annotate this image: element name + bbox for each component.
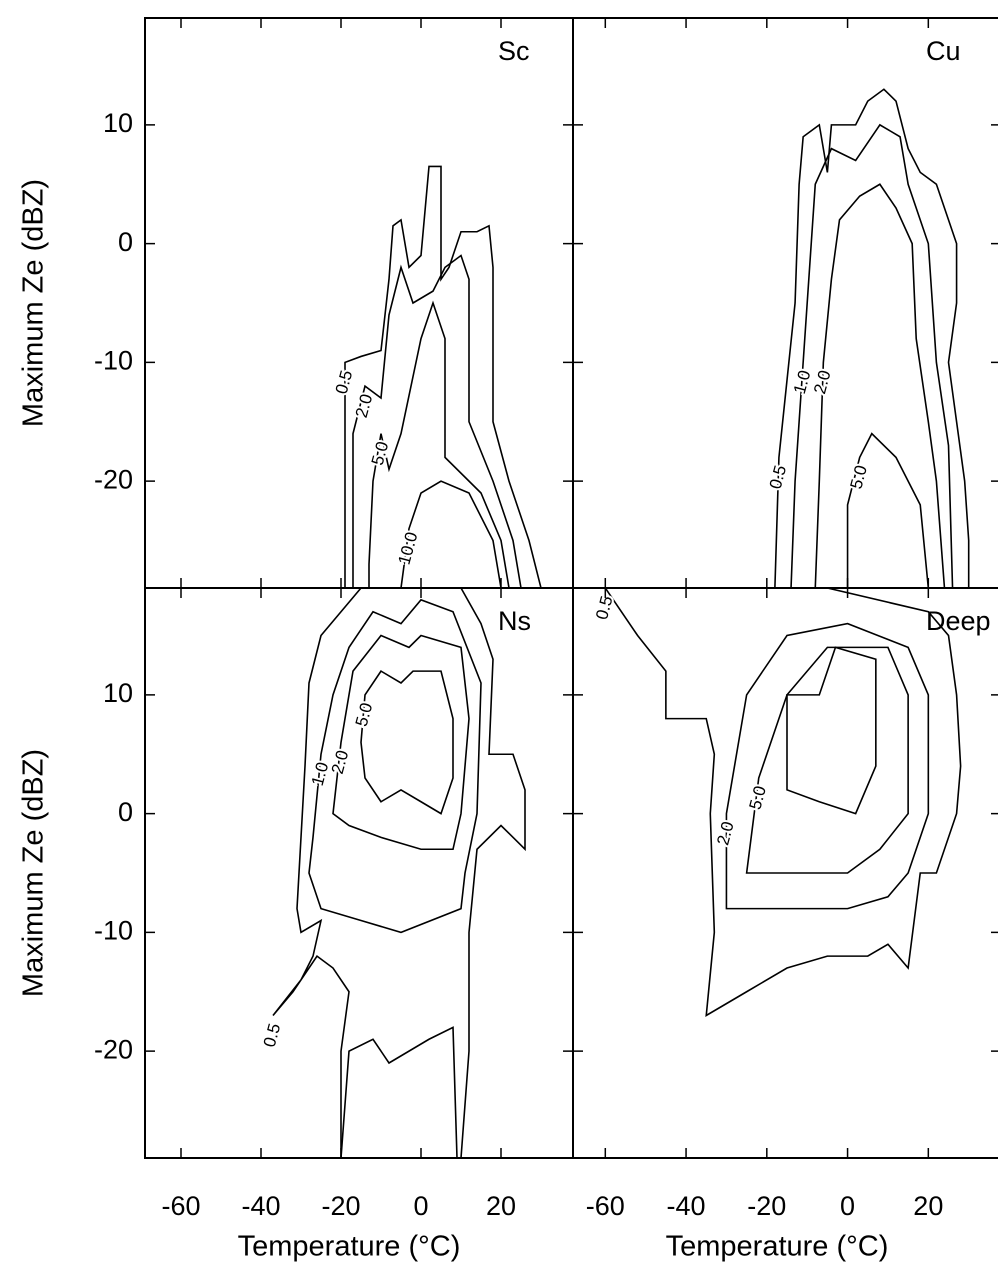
contour-line [846,432,930,588]
x-tick-label: 0 [413,1191,428,1221]
x-tick-label: 0 [840,1191,855,1221]
y-tick-label: -10 [94,346,133,376]
contour-line [774,88,970,588]
contour-label: 2.0 [713,819,737,847]
plot-area: 0.5 2.0 5.0 [590,588,962,1017]
x-tick-label: 20 [913,1191,943,1221]
panel-label: Ns [498,606,531,636]
contour-label: 0.5 [332,368,356,396]
x-tick-label: -40 [667,1191,706,1221]
contour-line [352,254,522,588]
contour-line [368,300,510,588]
y-tick-label: -20 [94,1034,133,1064]
contour-label: 10.0 [395,530,422,567]
y-axis-label: Maximum Ze (dBZ) [18,179,50,427]
panel-label: Deep [926,606,991,636]
y-tick-label: 10 [103,678,133,708]
plot-area: 0.5 1.02.05.0 [258,588,526,1158]
panel-label: Sc [498,36,530,66]
x-tick-label: -60 [161,1191,200,1221]
x-axis-label: Temperature (°C) [238,1231,461,1263]
panel-frame [144,587,574,1159]
x-tick-label: 20 [486,1191,516,1221]
contour-line [814,183,946,588]
contour-line [725,622,930,910]
contour-line [360,670,454,815]
contour-line [332,634,470,851]
contour-line [344,165,542,588]
contour-line [340,1026,458,1158]
contour-line [790,123,954,588]
contour-label: 2.0 [352,392,376,420]
contour-line [400,480,502,588]
contour-line [272,588,526,1158]
contour-label: 0.5 [592,594,616,622]
contour-line [745,646,909,874]
panel: 0.5 1.02.05.0 -60 -40 -20 0 20 -20 -10 0 10 Ns Maxim… [18,587,574,1263]
panel: 0.52.0 5.0 10.0 -20 -10 0 10 Sc Maximum Ze (dBZ) [18,17,574,589]
contour-label: 0.5 [766,463,790,491]
x-tick-label: -20 [747,1191,786,1221]
x-axis-label: Temperature (°C) [666,1231,889,1263]
contour-label: 0.5 [260,1021,284,1049]
contour-label: 2.0 [328,748,352,776]
x-tick-label: -20 [321,1191,360,1221]
y-tick-label: 0 [118,797,133,827]
contour-label: 5.0 [368,439,392,467]
panel-frame [572,17,998,589]
panel-frame [144,17,574,589]
contour-label: 5.0 [352,701,376,729]
plot-area: 0.52.0 5.0 10.0 [330,165,542,588]
panel: 0.51.02.05.0Cu [572,17,998,589]
contour-label: 5.0 [846,463,870,491]
y-tick-label: -10 [94,916,133,946]
contour-label: 2.0 [810,368,834,396]
contour-line [604,588,962,1017]
y-tick-label: 10 [103,108,133,138]
panel-frame [572,587,998,1159]
contour-label: 1.0 [308,760,332,788]
y-tick-label: -20 [94,464,133,494]
y-tick-label: 0 [118,227,133,257]
y-axis-label: Maximum Ze (dBZ) [18,749,50,997]
panel: 0.5 2.0 5.0 -60 -40 -20 0 20 Deep Temperature (°C… [572,587,998,1263]
contour-line [308,598,482,934]
x-tick-label: -60 [586,1191,625,1221]
contour-line [786,646,877,815]
contour-label: 5.0 [746,784,770,812]
plot-area: 0.51.02.05.0 [764,88,970,588]
panel-label: Cu [926,36,961,66]
x-tick-label: -40 [241,1191,280,1221]
